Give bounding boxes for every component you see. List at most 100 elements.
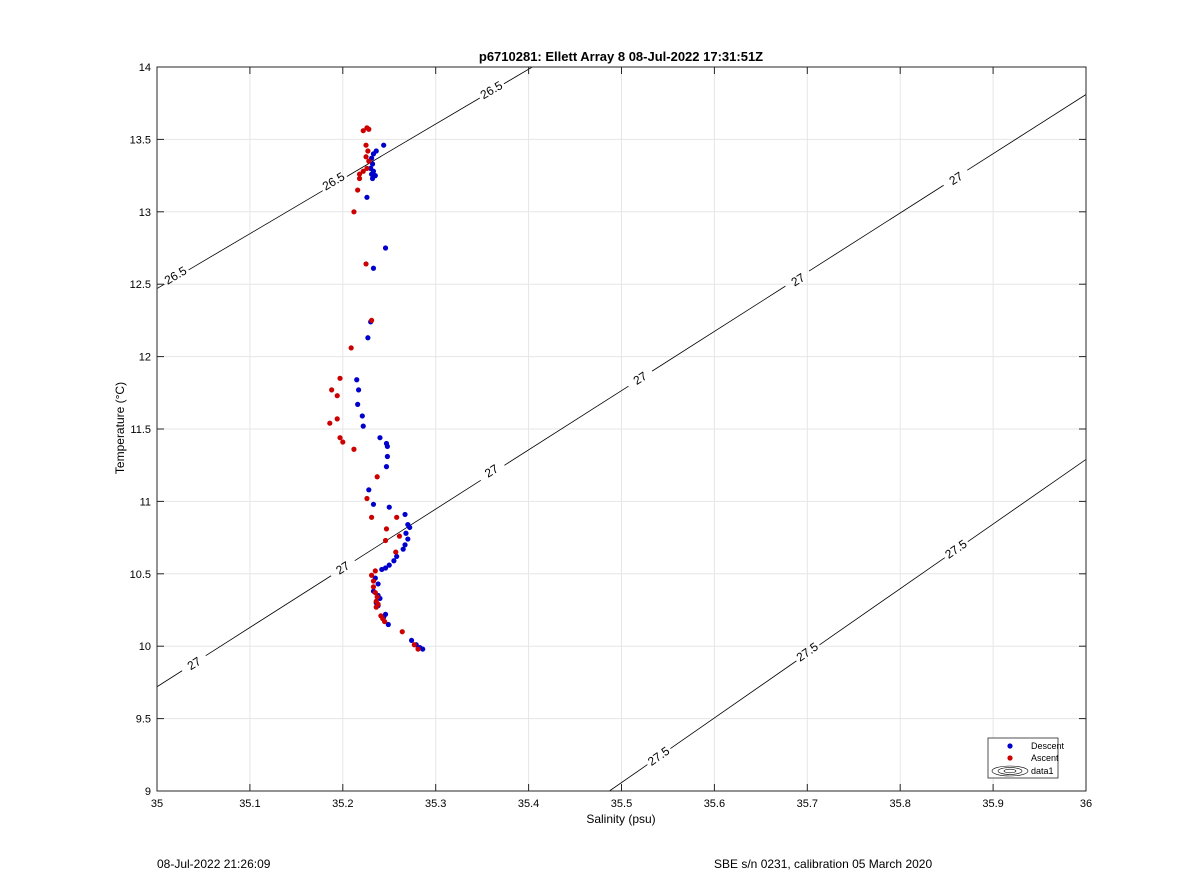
descent-point [375,581,381,587]
contour-line-27.5 [819,557,946,646]
ascent-point [370,584,377,590]
legend-label-descent: Descent [1031,741,1065,751]
descent-point [381,142,387,148]
contour-line-27 [504,385,629,466]
contour-line-26.5 [346,97,481,177]
ascent-point [366,126,372,132]
contour-label: 27 [482,461,501,480]
descent-point [354,377,360,383]
descent-point [355,387,362,393]
legend-marker-descent [1007,743,1013,749]
descent-point [408,637,415,644]
ascent-point [374,474,380,480]
contour-line-27 [157,670,183,688]
x-tick-label: 35.7 [797,798,818,810]
descent-point [386,504,392,510]
data-series [327,125,426,652]
descent-point [379,566,385,573]
ascent-point [382,537,389,544]
ascent-point [356,171,363,177]
ascent-point [365,148,371,154]
y-tick-label: 12 [139,352,151,364]
descent-point [364,194,370,200]
chart-title: p6710281: Ellett Array 8 08-Jul-2022 17:… [479,49,763,64]
contour-line-27 [651,285,786,372]
ascent-point [337,375,343,381]
contour-line-27 [808,184,944,272]
x-axis-label: Salinity (psu) [586,812,655,826]
ascent-point [334,416,340,422]
ascent-point [351,209,357,215]
ascent-point [334,393,340,399]
ascent-point [370,578,377,584]
descent-point [420,646,426,652]
descent-point [385,621,391,628]
ascent-point [383,526,390,532]
ascent-point [411,642,417,648]
legend-box [987,737,1059,779]
contour-line-27 [205,575,332,657]
legend-contour-icon [1003,768,1017,774]
y-tick-label: 9.5 [136,714,151,726]
ascent-point [364,495,370,502]
y-axis-label: Temperature (°C) [113,382,127,474]
descent-point [402,511,408,518]
contour-line-27.5 [670,660,797,749]
descent-point [370,501,377,507]
descent-point [391,558,397,564]
legend: Descent Ascent data1 [987,737,1065,779]
descent-point [370,151,377,157]
x-tick-label: 35.9 [982,798,1003,810]
descent-point [366,487,372,493]
descent-point [370,265,377,271]
descent-point [359,413,365,419]
descent-point [369,175,376,182]
contour-label: 26.5 [478,78,506,102]
legend-label-ascent: Ascent [1031,753,1059,763]
y-tick-label: 11 [140,496,151,508]
y-tick-label: 10 [139,641,151,653]
ascent-point [368,317,375,323]
ascent-point [355,187,361,193]
y-tick-label: 11.5 [130,424,151,436]
descent-point [394,553,400,560]
ascent-point [372,568,378,574]
ascent-point [368,572,375,578]
series-ascent [327,125,421,652]
x-tick-label: 35 [151,798,163,810]
legend-contour-icon [991,765,1029,777]
descent-point [407,524,413,531]
y-tick-label: 14 [139,62,151,74]
contour-line-26.5 [188,190,323,271]
legend-marker-ascent [1007,755,1013,761]
y-tick-label: 13.5 [130,134,151,146]
x-tick-label: 35.1 [239,798,260,810]
ascent-point [363,261,369,267]
descent-point [377,435,383,441]
ascent-point [374,594,380,600]
ascent-point [399,629,405,635]
ascent-point [360,128,366,134]
x-tick-label: 35.3 [425,798,446,810]
ascent-point [329,387,335,393]
legend-label-data1: data1 [1031,766,1054,776]
ascent-point [363,154,369,160]
descent-point [369,161,376,167]
axes: 35 35.1 35.2 35.3 35.4 35.5 35.6 35.7 35.8 35.9 36… [130,62,1093,810]
descent-point [383,464,390,470]
x-tick-label: 35.4 [518,798,539,810]
descent-point [400,546,406,552]
ascent-point [396,533,403,539]
ascent-point [415,646,421,652]
ascent-point [373,604,379,610]
descent-point [384,453,390,460]
footer-calibration: SBE s/n 0231, calibration 05 March 2020 [714,857,933,871]
ascent-point [372,590,378,596]
legend-contour-icon [997,767,1023,775]
contour-label: 27 [789,270,808,289]
descent-point [360,423,366,429]
contour-line-26.5 [503,67,533,85]
footer-timestamp: 08-Jul-2022 21:26:09 [157,857,271,871]
contour-line-27.5 [609,764,648,791]
